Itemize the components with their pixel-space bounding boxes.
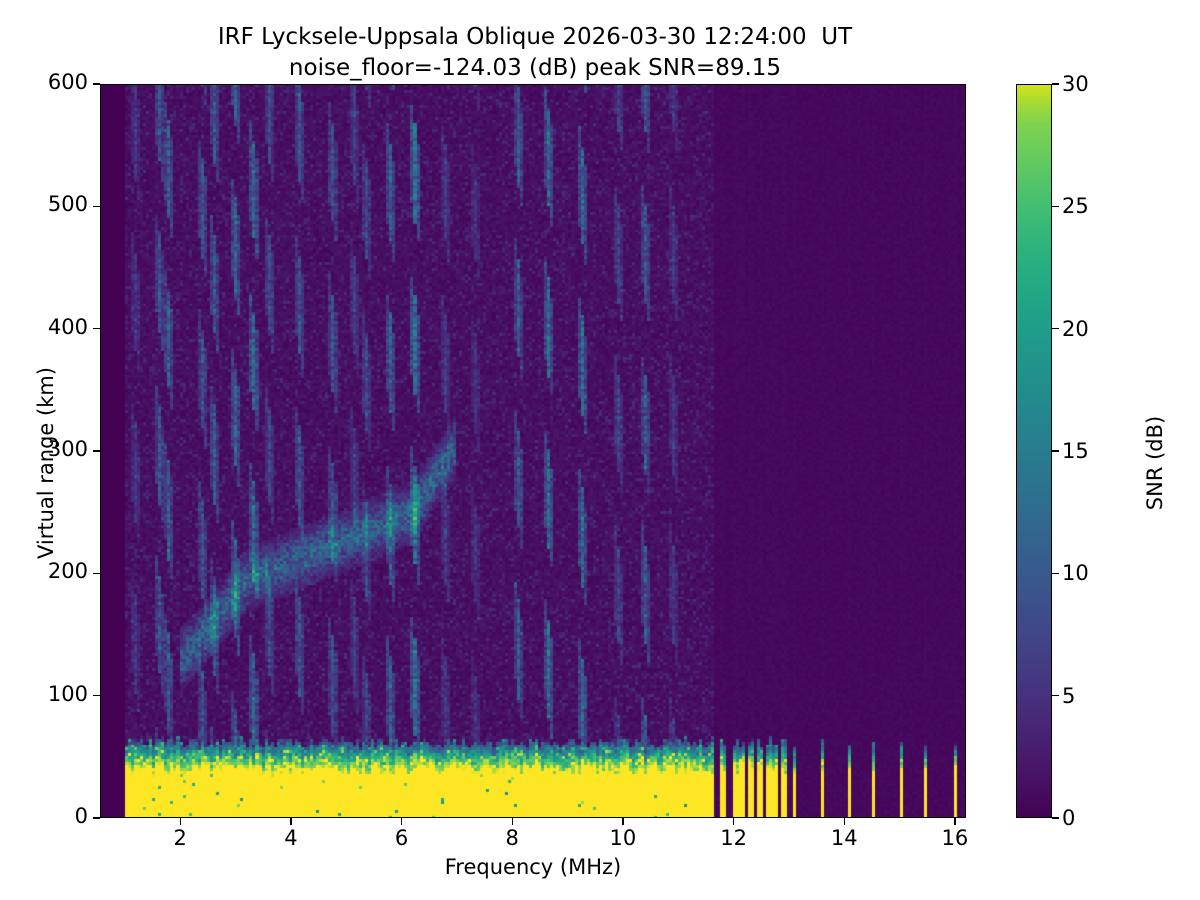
- y-tick-mark: [93, 572, 100, 574]
- colorbar-tick-mark: [1052, 695, 1059, 697]
- chart-title-line1: IRF Lycksele-Uppsala Oblique 2026-03-30 …: [217, 24, 853, 50]
- x-tick-mark: [179, 818, 181, 825]
- colorbar-tick-label: 0: [1062, 806, 1076, 830]
- colorbar-tick-mark: [1052, 328, 1059, 330]
- x-tick-mark: [622, 818, 624, 825]
- y-tick-mark: [93, 817, 100, 819]
- x-tick-label: 4: [284, 826, 298, 850]
- colorbar-tick-mark: [1052, 205, 1059, 207]
- colorbar-tick-mark: [1052, 572, 1059, 574]
- y-tick-mark: [93, 205, 100, 207]
- x-tick-mark: [290, 818, 292, 825]
- y-tick-mark: [93, 83, 100, 85]
- colorbar-tick-label: 25: [1062, 194, 1089, 219]
- colorbar-tick-label: 5: [1062, 683, 1076, 708]
- chart-title: IRF Lycksele-Uppsala Oblique 2026-03-30 …: [0, 22, 1070, 84]
- y-tick-label: 600: [47, 70, 88, 94]
- y-tick-label: 0: [74, 804, 88, 828]
- colorbar: [1016, 84, 1052, 818]
- y-tick-mark: [93, 450, 100, 452]
- colorbar-tick-label: 30: [1062, 72, 1089, 96]
- y-tick-mark: [93, 328, 100, 330]
- colorbar-tick-mark: [1052, 83, 1059, 85]
- x-tick-label: 12: [720, 826, 747, 850]
- y-tick-label: 400: [47, 314, 88, 339]
- y-tick-label: 200: [47, 559, 88, 584]
- colorbar-tick-label: 20: [1062, 316, 1089, 341]
- x-tick-label: 10: [609, 826, 637, 850]
- x-tick-label: 16: [941, 826, 969, 850]
- y-tick-label: 300: [47, 437, 88, 461]
- ionogram-plot-area: [100, 84, 966, 818]
- colorbar-label: SNR (dB): [1143, 415, 1167, 511]
- colorbar-tick-label: 10: [1062, 561, 1089, 586]
- x-tick-mark: [732, 818, 735, 825]
- x-tick-label: 2: [173, 826, 187, 850]
- x-tick-mark: [954, 818, 956, 825]
- x-tick-label: 8: [505, 826, 519, 850]
- x-tick-mark: [400, 818, 403, 825]
- x-tick-label: 6: [394, 826, 409, 850]
- y-tick-mark: [93, 695, 100, 697]
- x-tick-mark: [511, 818, 513, 825]
- y-tick-label: 500: [47, 192, 88, 217]
- x-tick-mark: [843, 818, 845, 825]
- x-tick-label: 14: [830, 826, 858, 850]
- ionogram-heatmap: [101, 85, 965, 817]
- colorbar-tick-mark: [1052, 450, 1059, 452]
- colorbar-tick-mark: [1052, 817, 1059, 819]
- x-axis-label: Frequency (MHz): [444, 855, 622, 879]
- y-tick-label: 100: [47, 681, 88, 706]
- colorbar-tick-label: 15: [1062, 439, 1089, 463]
- chart-title-line2: noise_floor=-124.03 (dB) peak SNR=89.15: [288, 54, 782, 81]
